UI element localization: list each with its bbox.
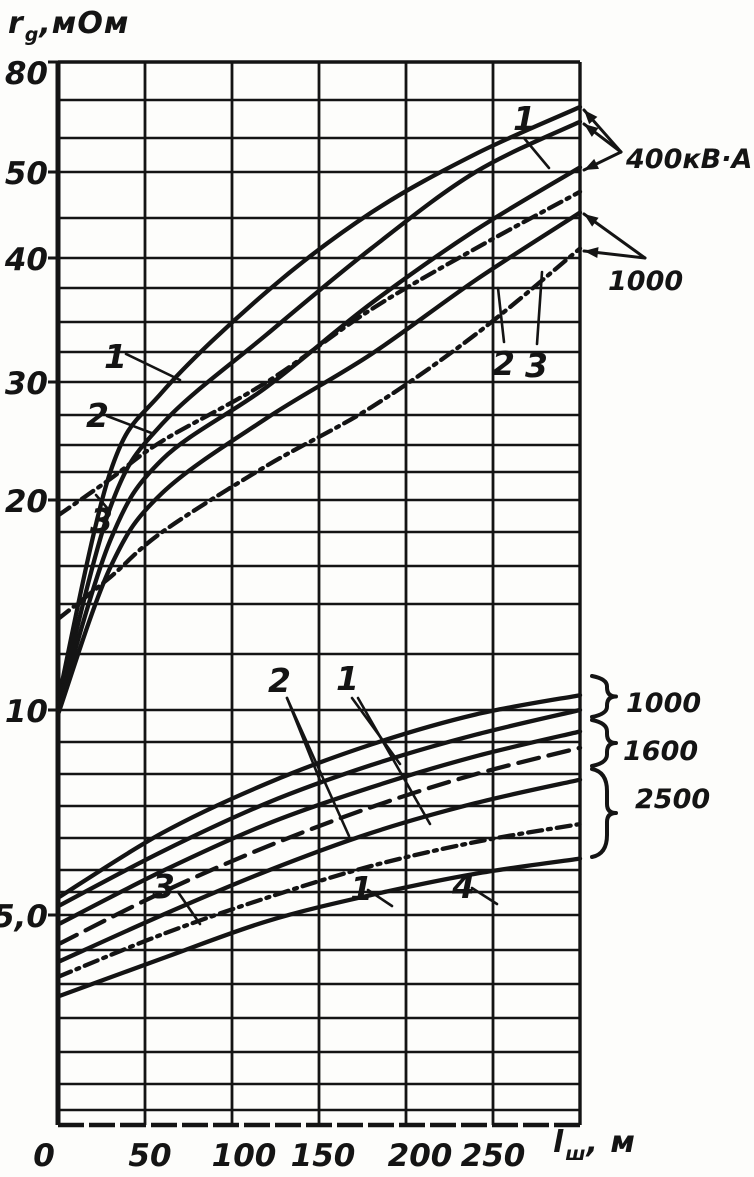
curve-number-label: 3 — [525, 346, 548, 385]
curve-lower-2500-4 — [55, 856, 583, 999]
curve-lower-2500-3 — [55, 821, 583, 980]
y-tick-label: 20 — [5, 484, 48, 520]
pointer-arrow-head — [584, 110, 598, 125]
x-tick-label: 100 — [212, 1138, 277, 1174]
curve-number-label: 1 — [336, 659, 359, 698]
curve-upper-1000-3 — [55, 246, 583, 622]
pointer-arrow-head — [584, 214, 599, 227]
x-axis-title: lш, м — [553, 1125, 636, 1165]
curve-label-leader-line — [535, 270, 544, 346]
curve-upper-400кВ·А-2 — [55, 119, 583, 710]
pointer-arrow-head — [584, 124, 599, 137]
curve-number-label: 4 — [451, 867, 475, 906]
y-tick-label: 30 — [5, 366, 48, 402]
curve-label-leader-line — [356, 696, 432, 826]
curve-number-label: 3 — [90, 501, 113, 540]
pointer-arrow-head — [584, 247, 599, 259]
y-tick-label: 50 — [5, 156, 48, 192]
brace — [590, 674, 618, 719]
curve-number-label: 2 — [86, 396, 109, 435]
curve-number-label: 2 — [268, 661, 291, 700]
x-axis-unit: , м — [586, 1125, 636, 1160]
group-label: 400кВ·А — [625, 144, 752, 175]
curve-label-leader-line — [496, 286, 506, 344]
curve-upper-1000-2 — [55, 210, 583, 717]
curve-label-leader-line — [285, 696, 351, 838]
x-tick-label: 0 — [33, 1138, 55, 1174]
curve-upper-400кВ·А-1 — [55, 104, 583, 704]
curve-number-label: 1 — [513, 99, 536, 138]
y-axis-unit: ,мОм — [39, 6, 130, 41]
curve-number-label: 2 — [492, 344, 515, 383]
y-tick-label: 40 — [4, 242, 48, 278]
y-tick-label: 80 — [5, 56, 48, 92]
curve-number-label: 1 — [350, 869, 373, 908]
curve-label-leader-line — [366, 888, 394, 908]
x-tick-label: 50 — [128, 1138, 171, 1174]
y-axis-title: rg,мОм — [8, 6, 129, 46]
x-tick-label: 200 — [388, 1138, 453, 1174]
curve-label-leader-line — [176, 890, 202, 926]
curve-lower-1600-1 — [55, 729, 583, 927]
brace — [590, 767, 618, 859]
group-label: 1000 — [608, 266, 683, 297]
power-rating-label: 1600 — [623, 736, 698, 767]
curve-upper-1000-1 — [55, 165, 583, 713]
curve-lower-1600-3 — [55, 745, 583, 947]
curve-number-label: 1 — [104, 337, 127, 376]
x-tick-label: 150 — [291, 1138, 356, 1174]
pointer-arrow-head — [584, 158, 599, 170]
curve-label-leader-line — [470, 886, 499, 906]
curve-lower-1000-2 — [55, 707, 583, 909]
curve-number-label: 3 — [152, 867, 175, 906]
curve-upper-400кВ·А-3 — [55, 189, 583, 518]
curve-label-leader-line — [124, 352, 182, 382]
y-tick-label: 5,0 — [0, 899, 48, 935]
curve-label-leader-line — [522, 136, 551, 170]
power-rating-label: 1000 — [626, 688, 701, 719]
curve-label-leader-line — [105, 414, 156, 436]
y-axis-symbol: r — [8, 6, 24, 41]
brace — [590, 718, 618, 768]
curve-label-leader-line — [94, 493, 110, 511]
y-axis-subscript: g — [24, 24, 40, 46]
power-rating-label: 2500 — [635, 784, 710, 815]
x-axis-symbol: l — [553, 1125, 565, 1160]
y-tick-label: 10 — [5, 694, 48, 730]
curve-lower-2500-2 — [55, 777, 583, 965]
x-axis-subscript: ш — [565, 1143, 587, 1165]
x-tick-label: 250 — [461, 1138, 526, 1174]
